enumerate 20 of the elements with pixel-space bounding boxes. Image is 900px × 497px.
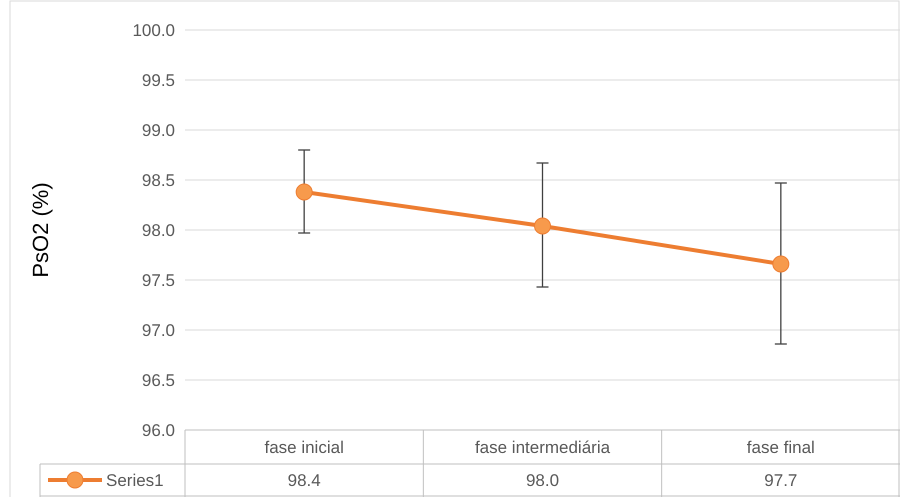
legend-label: Series1 [106, 470, 164, 490]
data-label: 98.0 [526, 470, 560, 490]
y-tick-label: 100.0 [132, 20, 175, 40]
y-axis-title: PsO2 (%) [28, 182, 53, 278]
point [534, 218, 551, 234]
y-tick-label: 98.0 [142, 220, 175, 240]
y-tick-label: 99.0 [142, 120, 175, 140]
y-tick-label: 98.5 [142, 170, 175, 190]
y-tick-label: 99.5 [142, 70, 175, 90]
x-tick-label: fase final [746, 438, 815, 457]
y-tick-label: 97.5 [142, 270, 175, 290]
point [296, 184, 313, 200]
data-label: 98.4 [288, 470, 321, 490]
y-tick-label: 97.0 [142, 320, 175, 340]
x-tick-label: fase inicial [264, 438, 344, 457]
point [772, 256, 790, 272]
y-tick-label: 96.0 [142, 420, 175, 440]
y-tick-label: 96.5 [142, 370, 175, 390]
x-tick-label: fase intermediária [474, 438, 611, 457]
data-label: 97.7 [764, 470, 798, 490]
